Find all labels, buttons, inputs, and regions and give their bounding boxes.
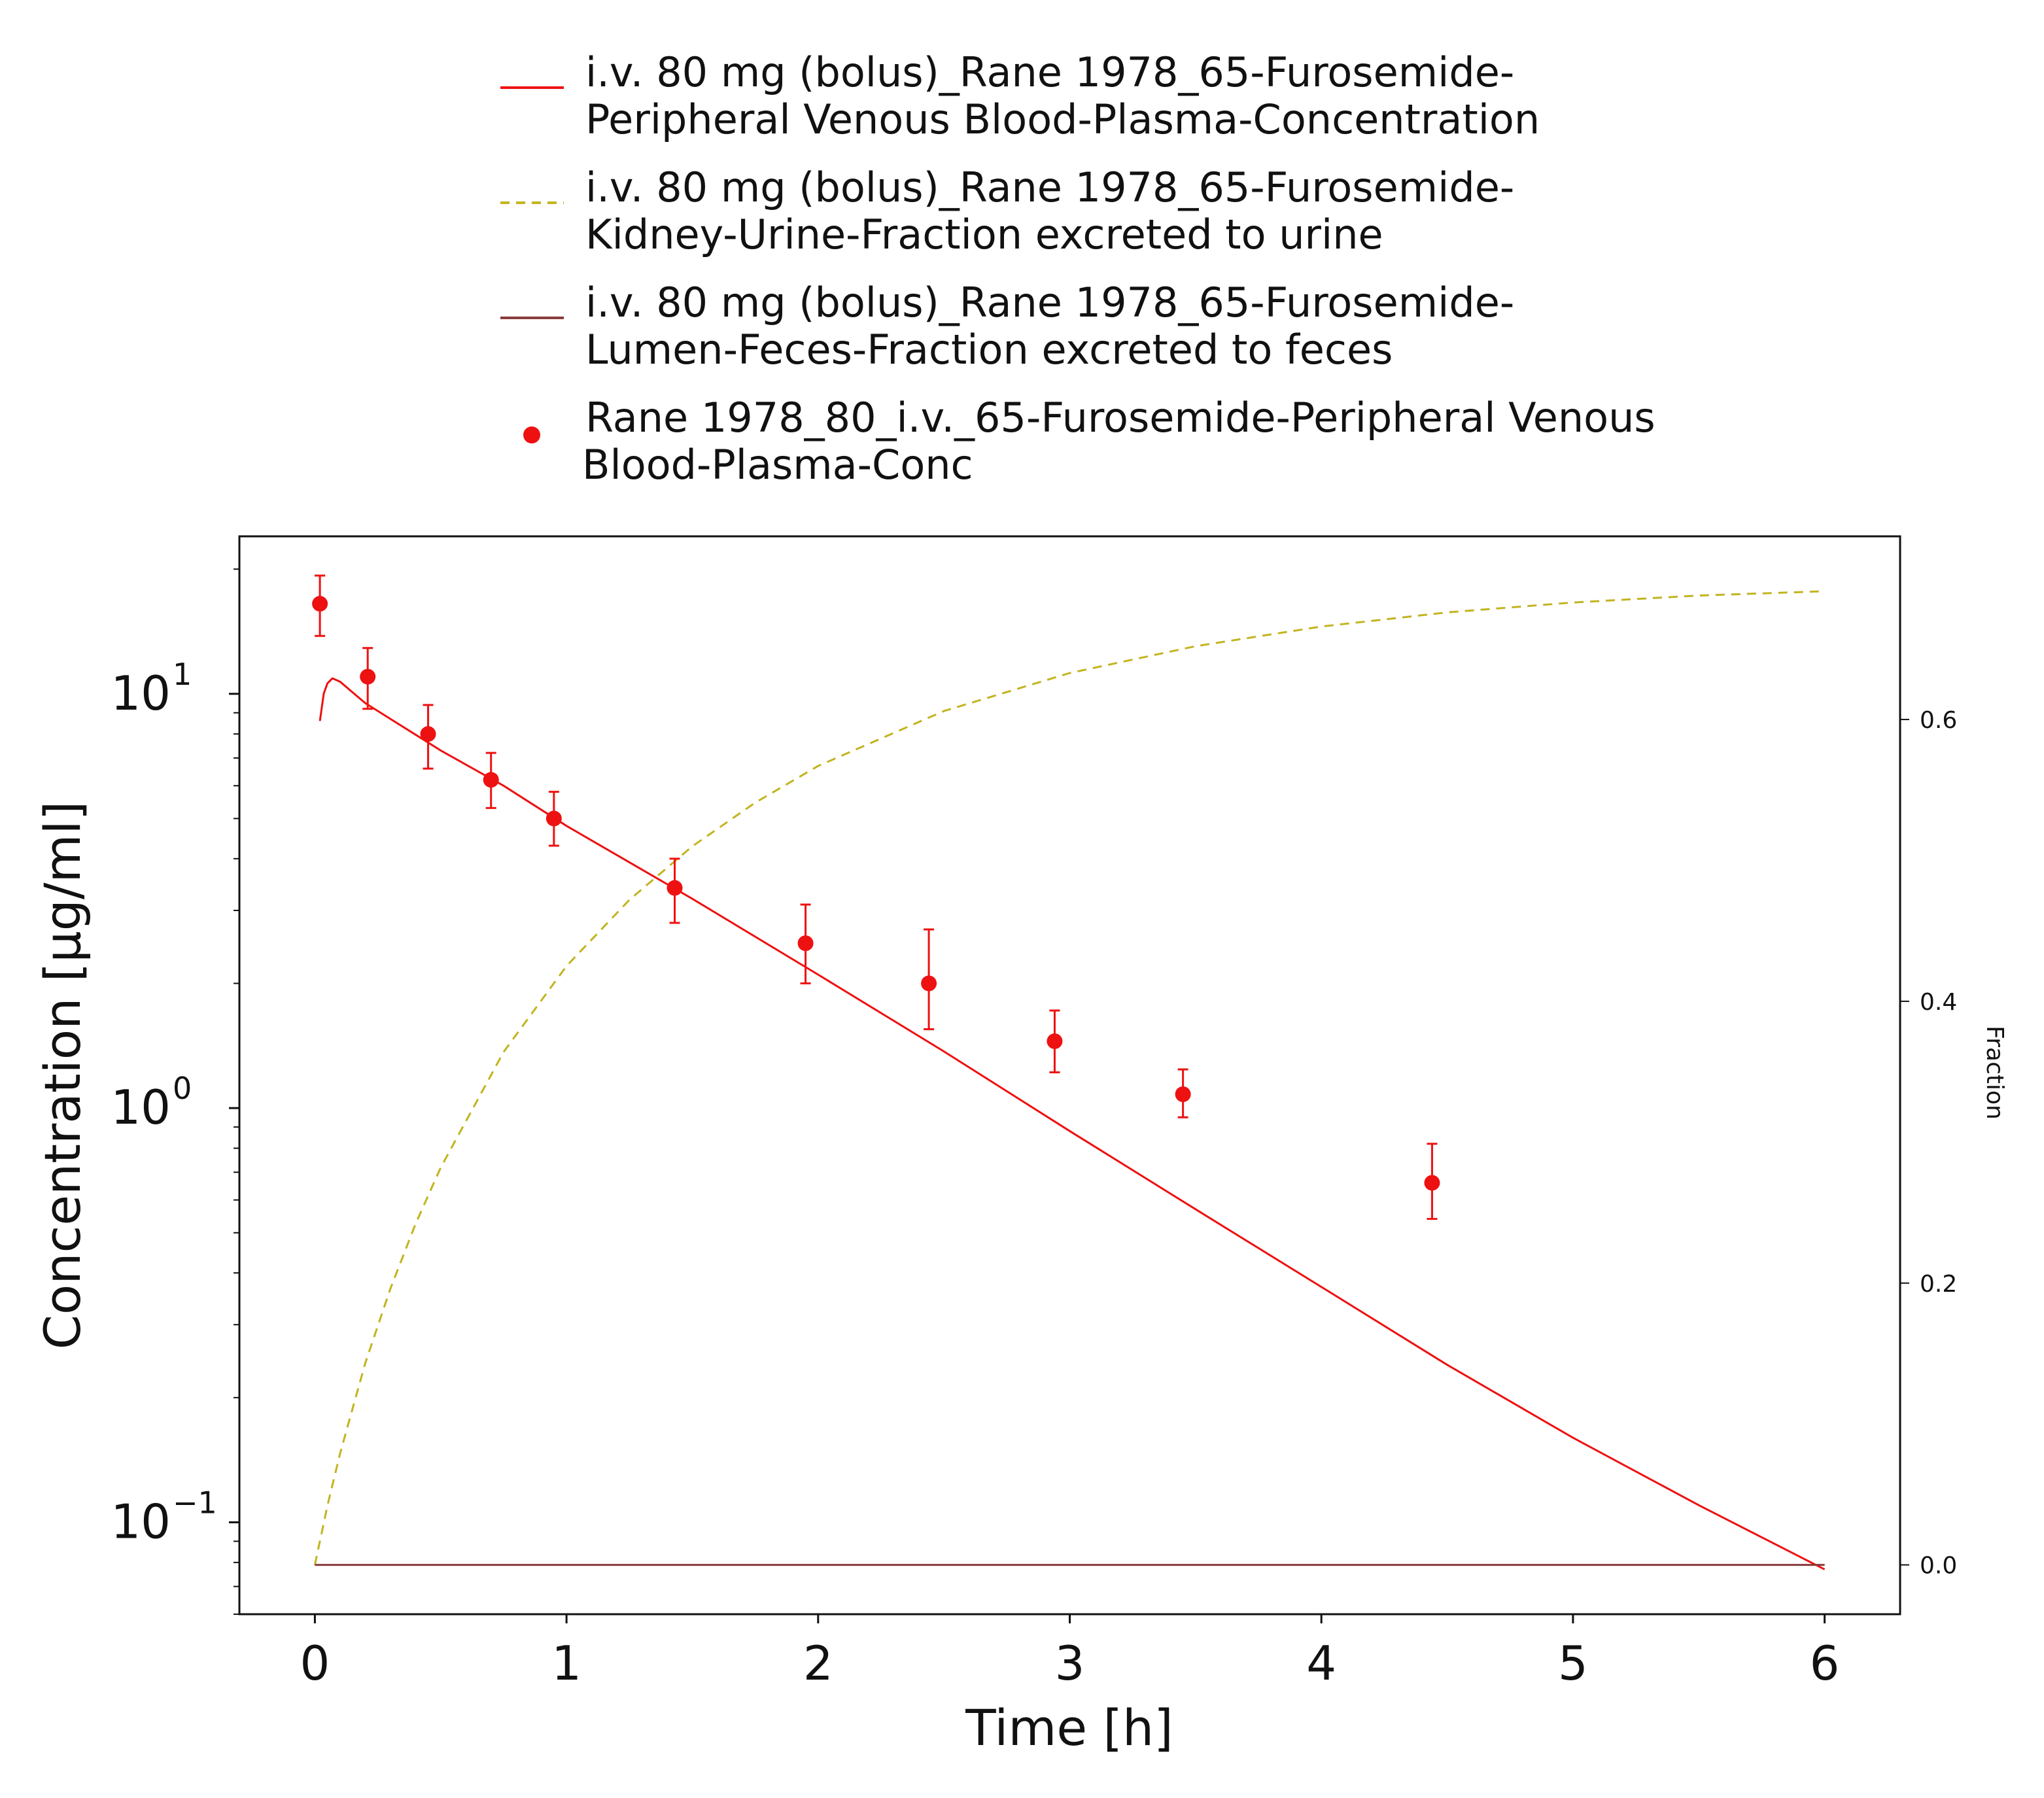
series-observed bbox=[312, 574, 1440, 1220]
data-point bbox=[483, 772, 499, 788]
y-axis-right: 0.0 0.2 0.4 0.6 bbox=[1900, 707, 1957, 1580]
y-left-tick-label-base: 10 bbox=[111, 666, 171, 721]
legend-entry-feces: i.v. 80 mg (bolus)_Rane 1978_65-Furosemi… bbox=[500, 279, 1514, 373]
y-left-tick-label-exponent: −1 bbox=[173, 1485, 217, 1520]
series-line-plasma bbox=[319, 677, 1826, 1570]
legend-label-urine-line-1: i.v. 80 mg (bolus)_Rane 1978_65-Furosemi… bbox=[585, 164, 1514, 211]
y-axis-right-title: Fraction bbox=[1981, 1026, 2008, 1120]
data-point bbox=[921, 975, 937, 992]
legend-label-feces-line-2: Lumen-Feces-Fraction excreted to feces bbox=[585, 326, 1393, 373]
plot-area bbox=[312, 574, 1826, 1570]
x-tick-label: 5 bbox=[1558, 1636, 1588, 1691]
x-tick-label: 2 bbox=[803, 1636, 833, 1691]
y-left-tick-label-base: 10 bbox=[111, 1080, 171, 1135]
legend-entry-plasma: i.v. 80 mg (bolus)_Rane 1978_65-Furosemi… bbox=[500, 48, 1540, 143]
legend-label-plasma-line-1: i.v. 80 mg (bolus)_Rane 1978_65-Furosemi… bbox=[585, 48, 1514, 96]
y-right-tick-label: 0.4 bbox=[1920, 989, 1957, 1016]
data-point bbox=[312, 596, 328, 612]
x-tick-label: 6 bbox=[1810, 1636, 1840, 1691]
series-line-urine bbox=[313, 590, 1825, 1565]
y-left-tick-label-exponent: 0 bbox=[173, 1071, 192, 1106]
legend-label-observed-line-1: Rane 1978_80_i.v._65-Furosemide-Peripher… bbox=[585, 394, 1655, 441]
y-right-tick-label: 0.6 bbox=[1920, 707, 1957, 734]
data-point bbox=[1047, 1033, 1063, 1049]
x-tick-label: 4 bbox=[1306, 1636, 1336, 1691]
y-left-tick-label-base: 10 bbox=[111, 1494, 171, 1549]
data-point bbox=[797, 935, 814, 952]
y-axis-left-title: Concentration [µg/ml] bbox=[33, 801, 92, 1349]
y-right-tick-label: 0.2 bbox=[1920, 1271, 1957, 1298]
y-right-tick-label: 0.0 bbox=[1920, 1553, 1957, 1580]
data-point bbox=[1175, 1086, 1191, 1102]
data-point bbox=[360, 668, 376, 685]
legend-label-urine-line-2: Kidney-Urine-Fraction excreted to urine bbox=[585, 211, 1383, 258]
legend-swatch-observed bbox=[523, 426, 540, 443]
legend-entry-observed: Rane 1978_80_i.v._65-Furosemide-Peripher… bbox=[523, 394, 1655, 489]
x-axis: 0 1 2 3 4 5 6 bbox=[300, 1614, 1840, 1691]
legend-label-feces-line-1: i.v. 80 mg (bolus)_Rane 1978_65-Furosemi… bbox=[585, 279, 1514, 326]
data-point bbox=[546, 810, 562, 827]
data-point bbox=[420, 726, 436, 742]
data-point bbox=[1424, 1175, 1440, 1191]
legend-entry-urine: i.v. 80 mg (bolus)_Rane 1978_65-Furosemi… bbox=[500, 164, 1514, 258]
y-left-tick-label-exponent: 1 bbox=[173, 657, 192, 692]
legend-label-plasma-line-2: Peripheral Venous Blood-Plasma-Concentra… bbox=[585, 95, 1540, 143]
legend-label-observed-line-2: Blood-Plasma-Conc bbox=[582, 441, 973, 489]
x-tick-label: 3 bbox=[1055, 1636, 1085, 1691]
x-tick-label: 1 bbox=[551, 1636, 581, 1691]
legend: i.v. 80 mg (bolus)_Rane 1978_65-Furosemi… bbox=[500, 48, 1655, 489]
x-tick-label: 0 bbox=[300, 1636, 330, 1691]
data-point bbox=[667, 880, 683, 896]
x-axis-title: Time [h] bbox=[965, 1699, 1173, 1757]
